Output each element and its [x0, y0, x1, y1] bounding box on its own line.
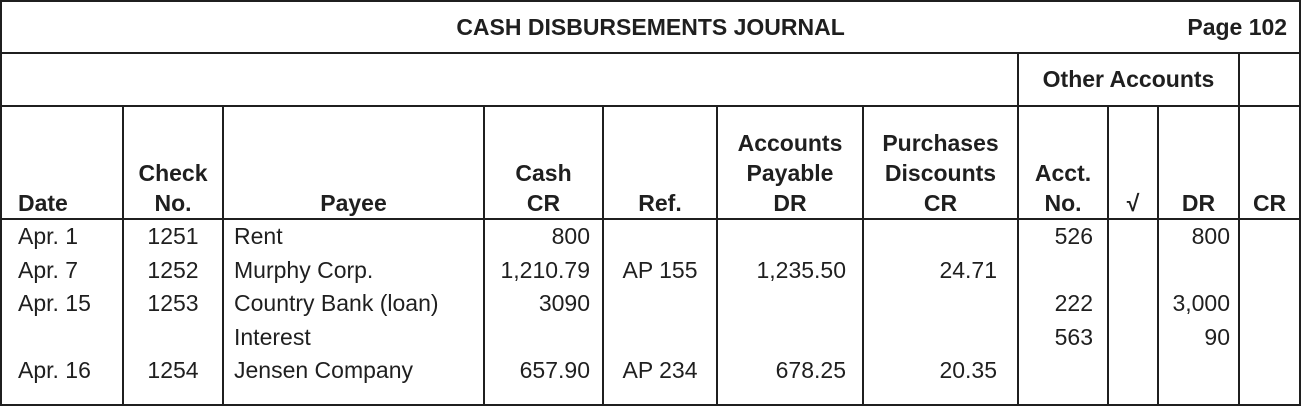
cell-payee: Jensen Company	[234, 357, 413, 383]
col-header-ref: Ref.	[602, 105, 718, 220]
cell-date: Apr. 1	[18, 223, 79, 249]
date-column: Apr. 1 Apr. 7 Apr. 15 Apr. 16	[0, 218, 124, 406]
col-header-cr: CR	[1237, 105, 1301, 220]
cell-date	[18, 321, 122, 355]
acct-no-column: 526 222 563	[1017, 218, 1109, 406]
col-header-check-no: Check No.	[122, 105, 224, 220]
cell-date: Apr. 16	[18, 357, 91, 383]
col-header-purchases-discounts-cr: Purchases Discounts CR	[862, 105, 1019, 220]
cell-ap-dr	[718, 287, 846, 321]
cell-ap-dr	[718, 220, 846, 254]
group-spacer	[0, 52, 1019, 107]
col-header-cash-cr: Cash CR	[483, 105, 604, 220]
cell-check-no: 1254	[147, 357, 199, 383]
col-header-accounts-payable-dr: Accounts Payable DR	[716, 105, 864, 220]
cell-acct-no: 563	[1054, 323, 1093, 350]
col-header-payee: Payee	[222, 105, 485, 220]
page-number: Page 102	[1187, 14, 1288, 40]
cell-payee: Interest	[234, 323, 311, 350]
cell-cash-cr: 3090	[538, 290, 590, 316]
cell-ref	[604, 287, 716, 321]
accounts-payable-dr-column: 1,235.50 678.25	[716, 218, 864, 406]
cell-ref	[604, 321, 716, 355]
cell-acct-no: 222	[1054, 290, 1093, 316]
cell-dr	[1159, 354, 1230, 388]
cell-ref	[604, 220, 716, 254]
col-header-acct-no: Acct. No.	[1017, 105, 1109, 220]
cell-cr	[1240, 287, 1287, 321]
cell-check-mark	[1109, 287, 1157, 321]
cell-dr: 3,000	[1172, 290, 1230, 316]
cell-cr	[1240, 354, 1287, 388]
cell-ref: AP 155	[622, 256, 698, 283]
cell-check-no: 1253	[147, 290, 199, 316]
cell-check-mark	[1109, 354, 1157, 388]
cell-pd-cr	[864, 220, 997, 254]
cell-check-no: 1252	[147, 256, 199, 283]
cell-date: Apr. 7	[18, 256, 79, 283]
cell-cr	[1240, 254, 1287, 288]
col-header-dr: DR	[1157, 105, 1240, 220]
group-spacer-cr	[1237, 52, 1301, 107]
check-mark-column	[1107, 218, 1159, 406]
cell-cash-cr	[485, 321, 590, 355]
journal-header: CASH DISBURSEMENTS JOURNAL Page 102	[0, 0, 1301, 54]
cell-check-mark	[1109, 254, 1157, 288]
dr-column: 800 3,000 90	[1157, 218, 1240, 406]
cell-acct-no	[1019, 354, 1093, 388]
cell-ap-dr: 1,235.50	[756, 256, 846, 283]
cell-dr	[1159, 254, 1230, 288]
cell-payee: Rent	[234, 223, 283, 249]
cash-cr-column: 800 1,210.79 3090 657.90	[483, 218, 604, 406]
payee-column: Rent Murphy Corp. Country Bank (loan) In…	[222, 218, 485, 406]
col-header-date: Date	[0, 105, 124, 220]
cell-ap-dr: 678.25	[775, 357, 846, 383]
cell-dr: 800	[1191, 223, 1230, 249]
cell-payee: Murphy Corp.	[234, 256, 374, 283]
cell-pd-cr	[864, 321, 997, 355]
cell-check-mark	[1109, 321, 1157, 355]
purchases-discounts-cr-column: 24.71 20.35	[862, 218, 1019, 406]
journal-title: CASH DISBURSEMENTS JOURNAL	[456, 14, 845, 40]
check-no-column: 1251 1252 1253 1254	[122, 218, 224, 406]
cell-cash-cr: 1,210.79	[500, 256, 590, 283]
cell-cr	[1240, 321, 1287, 355]
cell-dr: 90	[1204, 323, 1230, 350]
cell-check-mark	[1109, 220, 1157, 254]
cell-pd-cr	[864, 287, 997, 321]
cell-check-no	[124, 321, 222, 355]
cell-check-no: 1251	[147, 223, 199, 249]
cell-cash-cr: 800	[551, 223, 590, 249]
ref-column: AP 155 AP 234	[602, 218, 718, 406]
cell-pd-cr: 24.71	[939, 256, 997, 283]
cell-ap-dr	[718, 321, 846, 355]
cell-pd-cr: 20.35	[939, 357, 997, 383]
cell-cash-cr: 657.90	[519, 357, 590, 383]
cell-acct-no: 526	[1054, 223, 1093, 249]
cell-date: Apr. 15	[18, 290, 91, 316]
cell-cr	[1240, 220, 1287, 254]
col-header-check-mark: √	[1107, 105, 1159, 220]
cr-column	[1237, 218, 1301, 406]
cell-ref: AP 234	[622, 357, 698, 383]
other-accounts-header: Other Accounts	[1017, 52, 1240, 107]
cell-acct-no	[1019, 254, 1093, 288]
cell-payee: Country Bank (loan)	[234, 290, 439, 316]
